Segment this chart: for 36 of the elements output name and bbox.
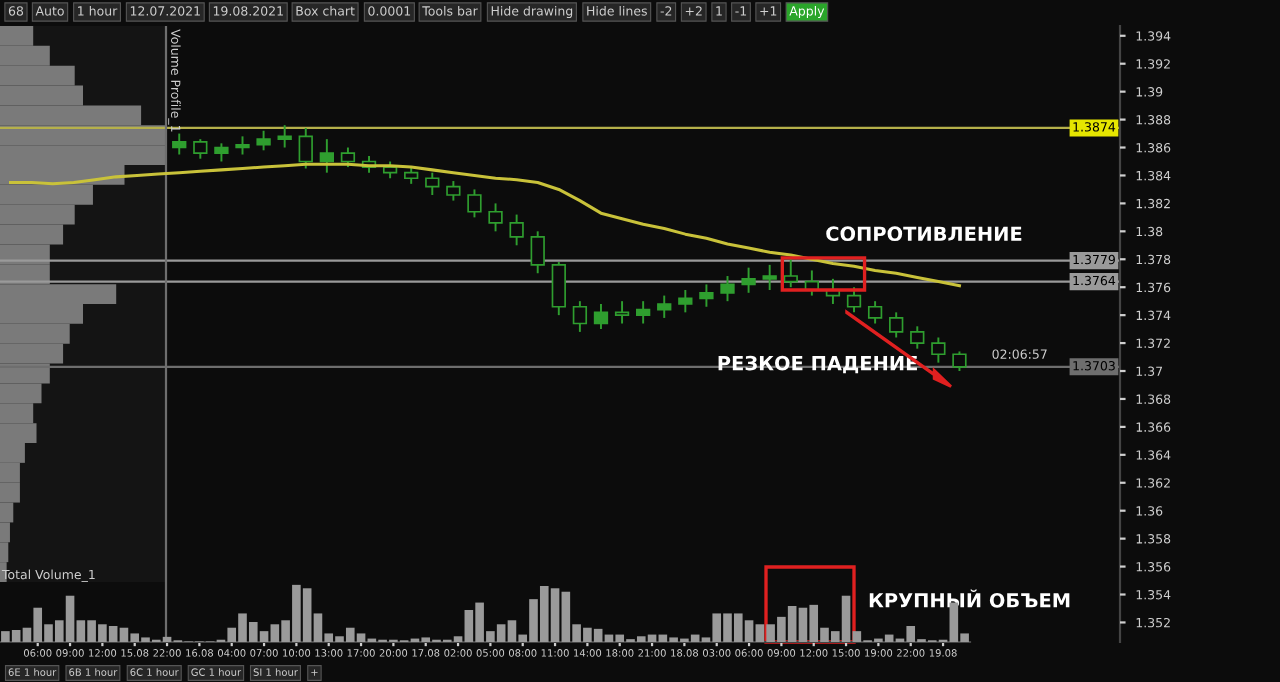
- candlestick: [214, 142, 229, 163]
- candlestick: [277, 124, 292, 149]
- annotation: КРУПНЫЙ ОБЪЕМ: [869, 589, 1070, 608]
- candlestick: [172, 132, 187, 156]
- candlestick: [256, 129, 271, 152]
- candlestick: [867, 300, 883, 325]
- candlestick: [952, 350, 967, 372]
- candlestick: [551, 261, 566, 317]
- candlestick: [657, 294, 672, 319]
- candlestick: [741, 266, 756, 294]
- candlestick: [235, 135, 250, 156]
- candlestick: [931, 336, 946, 364]
- candlestick: [889, 311, 904, 339]
- candlestick: [910, 325, 925, 350]
- candlestick: [340, 146, 356, 169]
- candlestick: [720, 275, 735, 303]
- candlestick: [193, 138, 208, 160]
- candlestick: [530, 230, 545, 275]
- candlestick: [319, 138, 335, 174]
- candlestick: [467, 188, 482, 219]
- candlestick: [783, 255, 798, 289]
- candlestick: [635, 300, 651, 325]
- annotation: РЕЗКОЕ ПАДЕНИЕ: [718, 355, 917, 374]
- candlestick: [509, 213, 524, 247]
- candlestick: [446, 180, 461, 202]
- candlestick: [614, 300, 630, 325]
- candlestick: [846, 286, 862, 314]
- candlestick: [593, 303, 609, 331]
- candlestick: [762, 263, 777, 291]
- candlestick: [488, 202, 503, 233]
- candlestick: [699, 283, 714, 308]
- candlestick: [572, 300, 588, 333]
- candlestick: [425, 171, 440, 196]
- candlestick: [298, 127, 313, 170]
- annotation: СОПРОТИВЛЕНИЕ: [826, 226, 1022, 242]
- candlestick: [678, 289, 693, 314]
